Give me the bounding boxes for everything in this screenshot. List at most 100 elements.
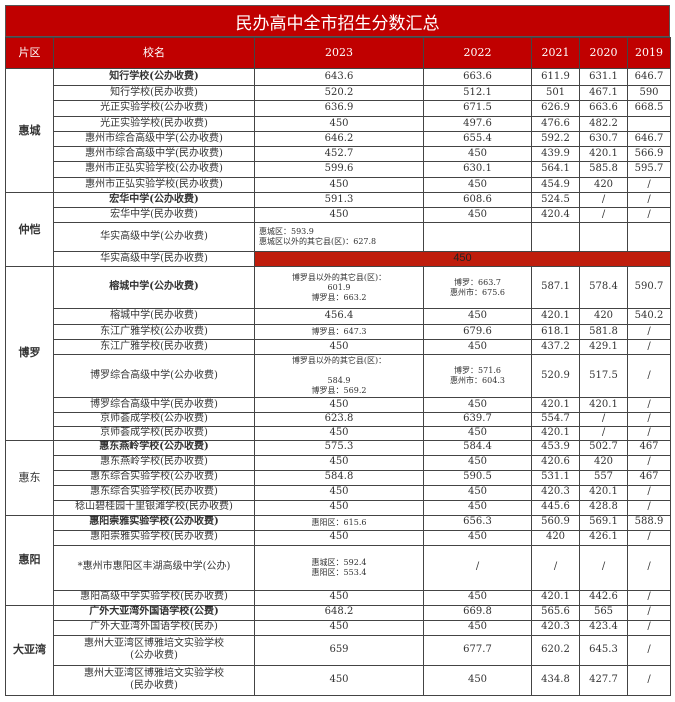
school-name: 榕城中学(民办收费) bbox=[53, 308, 255, 325]
score-2021: 420 bbox=[531, 529, 580, 546]
score-2021: 420.1 bbox=[531, 426, 580, 441]
score-2023: 599.6 bbox=[254, 161, 424, 178]
score-2022: 450 bbox=[423, 589, 532, 606]
school-name: 广外大亚湾外国语学校(公费) bbox=[53, 604, 255, 621]
score-2021: 587.1 bbox=[531, 266, 580, 309]
merged-score-cell: 450 bbox=[254, 251, 671, 267]
header-2022: 2022 bbox=[423, 37, 532, 69]
score-2023: 450 bbox=[254, 177, 424, 193]
score-2019: / bbox=[627, 192, 671, 208]
score-2019: 540.2 bbox=[627, 308, 671, 325]
table-row: 光正实验学校(公办收费) 636.9 671.5 626.9 663.6 668.5 bbox=[6, 100, 671, 117]
score-2023: 450 bbox=[254, 589, 424, 606]
score-2022: 450 bbox=[423, 397, 532, 413]
score-2021: 618.1 bbox=[531, 324, 580, 340]
school-name: 知行学校(公办收费) bbox=[53, 68, 255, 86]
header-school: 校名 bbox=[53, 37, 255, 69]
score-2023: 450 bbox=[254, 529, 424, 546]
school-name: 榕城中学(公办收费) bbox=[53, 266, 255, 309]
score-2019: 595.7 bbox=[627, 161, 671, 178]
score-2021: 520.9 bbox=[531, 354, 580, 398]
score-2022: 450 bbox=[423, 484, 532, 501]
score-2021: 445.6 bbox=[531, 499, 580, 516]
school-name: 惠州市正弘实验学校(公办收费) bbox=[53, 161, 255, 178]
score-2023: 450 bbox=[254, 397, 424, 413]
score-2021: 453.9 bbox=[531, 439, 580, 456]
score-2019: / bbox=[627, 454, 671, 471]
table-row: 惠州市正弘实验学校(民办收费) 450 450 454.9 420/ bbox=[6, 177, 671, 193]
table-row: 博罗综合高级中学(民办收费) 450 450 420.1 420.1/ bbox=[6, 397, 671, 413]
score-2022: 677.7 bbox=[423, 634, 532, 666]
score-2022: 450 bbox=[423, 177, 532, 193]
score-2020 bbox=[579, 222, 628, 252]
school-name: 惠阳高级中学实验学校(民办收费) bbox=[53, 589, 255, 606]
school-name: 惠东综合实验学校(民办收费) bbox=[53, 484, 255, 501]
school-name: 知行学校(民办收费) bbox=[53, 85, 255, 101]
score-2020: 565 bbox=[579, 604, 628, 621]
region-cell: 惠东 bbox=[5, 439, 54, 516]
region-cell: 博罗 bbox=[5, 266, 54, 441]
score-2019 bbox=[627, 222, 671, 252]
region-cell: 仲恺 bbox=[5, 192, 54, 267]
score-2019: 668.5 bbox=[627, 100, 671, 117]
table-row: 东江广雅学校(民办收费) 450 450 437.2 429.1/ bbox=[6, 339, 671, 355]
score-2022: 656.3 bbox=[423, 514, 532, 531]
score-2022: 590.5 bbox=[423, 469, 532, 486]
school-name: 惠州大亚湾区博雅培文实验学校 (民办收费) bbox=[53, 664, 255, 696]
score-2023: 450 bbox=[254, 339, 424, 355]
table-title: 民办高中全市招生分数汇总 bbox=[5, 5, 670, 37]
region-cell: 惠阳 bbox=[5, 514, 54, 606]
score-2020: / bbox=[579, 544, 628, 591]
table-row: 华实高级中学(民办收费) 450 bbox=[6, 251, 671, 267]
score-2023: 450 bbox=[254, 426, 424, 441]
score-2023: 584.8 bbox=[254, 469, 424, 486]
score-2022: 679.6 bbox=[423, 324, 532, 340]
score-2023: 博罗县：647.3 bbox=[254, 324, 424, 340]
table-row: 惠东 惠东燕岭学校(公办收费) 575.3 584.4 453.9 502.7 467 bbox=[5, 439, 671, 516]
score-2020: 420.1 bbox=[579, 484, 628, 501]
school-name: 惠阳崇雅实验学校(公办收费) bbox=[53, 514, 255, 531]
score-2022: 497.6 bbox=[423, 116, 532, 132]
score-2022: 博罗：663.7 惠州市：675.6 bbox=[423, 266, 532, 309]
school-name: 惠东燕岭学校(公办收费) bbox=[53, 439, 255, 456]
score-2020: 517.5 bbox=[579, 354, 628, 398]
table-row: 惠东综合实验学校(民办收费) 450 450 420.3 420.1/ bbox=[6, 484, 671, 501]
score-2020: 429.1 bbox=[579, 339, 628, 355]
score-2021: 611.9 bbox=[531, 68, 580, 86]
score-2023: 456.4 bbox=[254, 308, 424, 325]
score-2022: 671.5 bbox=[423, 100, 532, 117]
header-2023: 2023 bbox=[254, 37, 424, 69]
score-2022: 512.1 bbox=[423, 85, 532, 101]
score-2020: 630.7 bbox=[579, 131, 628, 147]
table-row: 仲恺 宏华中学(公办收费) 591.3 608.6 524.5// bbox=[5, 192, 671, 267]
school-name: 惠东燕岭学校(民办收费) bbox=[53, 454, 255, 471]
table-row: 博罗 榕城中学(公办收费) 博罗县以外的其它县(区)： 601.9 博罗县：663.… bbox=[5, 266, 671, 441]
score-table: 片区 校名 2023 2022 2021 2020 2019 惠城 知行学校(公办收费) 643… bbox=[5, 37, 671, 696]
score-2021: 420.6 bbox=[531, 454, 580, 471]
score-2019: 467 bbox=[627, 469, 671, 486]
score-2021: 439.9 bbox=[531, 146, 580, 162]
score-2022: 450 bbox=[423, 499, 532, 516]
score-2019: / bbox=[627, 589, 671, 606]
score-2022: 639.7 bbox=[423, 412, 532, 427]
score-2019: / bbox=[627, 412, 671, 427]
table-row: 惠州大亚湾区博雅培文实验学校 (民办收费) 450 450 434.8 427.7/ bbox=[6, 664, 671, 696]
score-2022: 655.4 bbox=[423, 131, 532, 147]
header-2019: 2019 bbox=[627, 37, 671, 69]
score-2023: 575.3 bbox=[254, 439, 424, 456]
table-row: 惠阳 惠阳崇雅实验学校(公办收费) 惠阳区：615.6 656.3 560.9 569.1… bbox=[5, 514, 671, 606]
score-2019: 566.9 bbox=[627, 146, 671, 162]
score-2023: 659 bbox=[254, 634, 424, 666]
table-row: 知行学校(民办收费) 520.2 512.1 501 467.1 590 bbox=[6, 85, 671, 101]
table-row: 惠州市综合高级中学(民办收费) 452.7 450 439.9 420.1 566.9 bbox=[6, 146, 671, 162]
score-2021: 420.3 bbox=[531, 619, 580, 636]
score-2021: 476.6 bbox=[531, 116, 580, 132]
score-2021: 434.8 bbox=[531, 664, 580, 696]
score-2019: 646.7 bbox=[627, 68, 671, 86]
score-2020: 631.1 bbox=[579, 68, 628, 86]
table-row: 稔山碧桂园十里银滩学校(民办收费) 450 450 445.6 428.8/ bbox=[6, 499, 671, 516]
school-name: 光正实验学校(民办收费) bbox=[53, 116, 255, 132]
score-2021: 420.1 bbox=[531, 397, 580, 413]
table-row: 东江广雅学校(公办收费) 博罗县：647.3 679.6 618.1 581.8/ bbox=[6, 324, 671, 340]
score-2022: 584.4 bbox=[423, 439, 532, 456]
